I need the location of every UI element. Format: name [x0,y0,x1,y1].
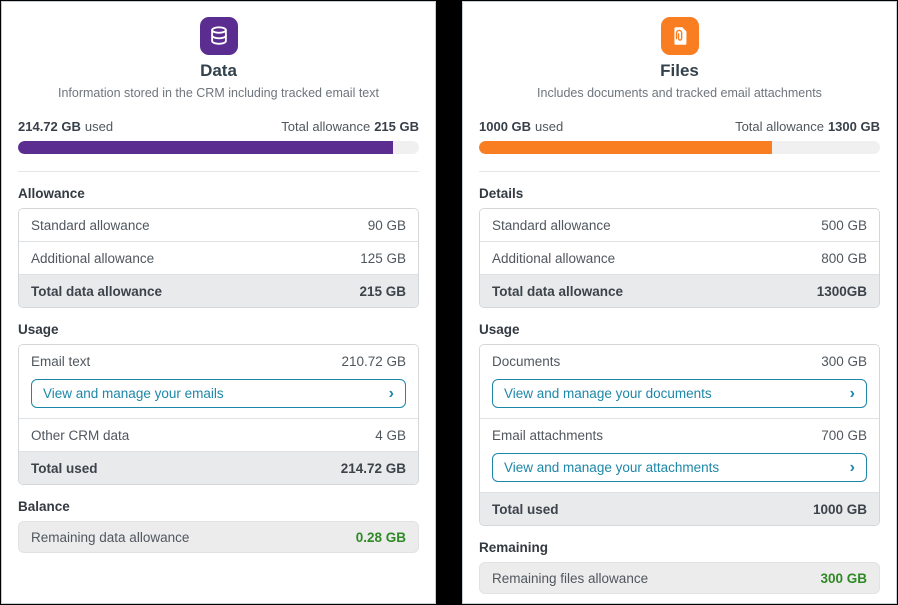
chevron-right-icon: › [849,458,855,476]
table-row: Email attachments 700 GB [480,418,879,451]
total-allowance: Total allowance 1300 GB [735,119,880,134]
action-row: View and manage your emails › [19,377,418,418]
data-panel: Data Information stored in the CRM inclu… [1,1,436,604]
row-value: 500 GB [821,217,867,233]
table-row: Additional allowance 125 GB [19,241,418,274]
table-row: Additional allowance 800 GB [480,241,879,274]
row-label: Remaining files allowance [492,570,649,586]
table-row: Standard allowance 90 GB [19,209,418,241]
total-allowance-value: 1300 GB [827,119,880,134]
action-label: View and manage your documents [504,386,712,401]
action-label: View and manage your emails [43,386,224,401]
row-value: 90 GB [367,217,406,233]
table-row: Other CRM data 4 GB [19,418,418,451]
usage-summary: 1000 GB used Total allowance 1300 GB [479,119,880,134]
row-label: Total used [31,460,98,476]
remaining-allowance-row: Remaining files allowance 300 GB [479,562,880,594]
remaining-allowance-row: Remaining data allowance 0.28 GB [18,521,419,553]
table-total-row: Total used 214.72 GB [19,451,418,484]
usage-table: Documents 300 GB View and manage your do… [479,344,880,526]
view-emails-button[interactable]: View and manage your emails › [31,379,406,408]
row-value: 700 GB [821,427,867,443]
row-value: 210.72 GB [341,353,406,369]
action-row: View and manage your documents › [480,377,879,418]
row-label: Email attachments [492,427,604,443]
total-allowance-value: 215 GB [374,119,419,134]
row-value: 1300GB [816,283,867,299]
row-label: Other CRM data [31,427,130,443]
row-label: Standard allowance [492,217,611,233]
row-label: Total used [492,501,559,517]
row-value: 214.72 GB [340,460,406,476]
table-total-row: Total data allowance 215 GB [19,274,418,307]
section-heading-details: Details [479,186,524,201]
header-divider [479,171,880,172]
total-allowance-label: Total allowance [281,119,371,134]
row-label: Email text [31,353,91,369]
table-row: Documents 300 GB [480,345,879,377]
usage-summary: 214.72 GB used Total allowance 215 GB [18,119,419,134]
panel-title: Data [200,61,237,80]
database-icon [199,17,238,55]
used-value: 214.72 GB [18,119,81,134]
panel-subtitle: Includes documents and tracked email att… [537,86,822,100]
remaining-value: 300 GB [820,570,867,586]
row-value: 215 GB [359,283,406,299]
panel-subtitle: Information stored in the CRM including … [58,86,379,100]
total-allowance-label: Total allowance [735,119,824,134]
row-value: 4 GB [375,427,406,443]
chevron-right-icon: › [849,384,855,402]
panel-title: Files [660,61,699,80]
action-label: View and manage your attachments [504,460,720,475]
used-value: 1000 GB [479,119,532,134]
data-panel-header: Data Information stored in the CRM inclu… [18,16,419,100]
row-label: Remaining data allowance [31,529,190,545]
progress-bar [18,141,419,154]
file-paperclip-icon [660,17,699,55]
row-value: 300 GB [821,353,867,369]
details-table: Standard allowance 500 GB Additional all… [479,208,880,308]
remaining-value: 0.28 GB [355,529,406,545]
table-total-row: Total used 1000 GB [480,492,879,525]
used-label: used [535,119,564,134]
row-value: 1000 GB [812,501,867,517]
progress-fill [18,141,393,154]
progress-bar [479,141,880,154]
section-heading-remaining: Remaining [479,540,549,555]
chevron-right-icon: › [388,384,394,402]
usage-table: Email text 210.72 GB View and manage you… [18,344,419,485]
row-value: 125 GB [360,250,406,266]
total-allowance: Total allowance 215 GB [281,119,419,134]
section-heading-usage: Usage [18,322,59,337]
used-amount: 214.72 GB used [18,119,113,134]
used-amount: 1000 GB used [479,119,563,134]
row-label: Documents [492,353,561,369]
progress-fill [479,141,772,154]
view-attachments-button[interactable]: View and manage your attachments › [492,453,867,482]
row-label: Additional allowance [31,250,155,266]
used-label: used [84,119,114,134]
table-row: Standard allowance 500 GB [480,209,879,241]
allowance-table: Standard allowance 90 GB Additional allo… [18,208,419,308]
row-label: Total data allowance [492,283,624,299]
section-heading-usage: Usage [479,322,520,337]
section-heading-allowance: Allowance [18,186,85,201]
files-panel: Files Includes documents and tracked ema… [462,1,897,604]
row-label: Additional allowance [492,250,616,266]
table-row: Email text 210.72 GB [19,345,418,377]
row-label: Standard allowance [31,217,150,233]
table-total-row: Total data allowance 1300GB [480,274,879,307]
view-documents-button[interactable]: View and manage your documents › [492,379,867,408]
header-divider [18,171,419,172]
action-row: View and manage your attachments › [480,451,879,492]
section-heading-balance: Balance [18,499,70,514]
row-value: 800 GB [821,250,867,266]
files-panel-header: Files Includes documents and tracked ema… [479,16,880,100]
row-label: Total data allowance [31,283,163,299]
